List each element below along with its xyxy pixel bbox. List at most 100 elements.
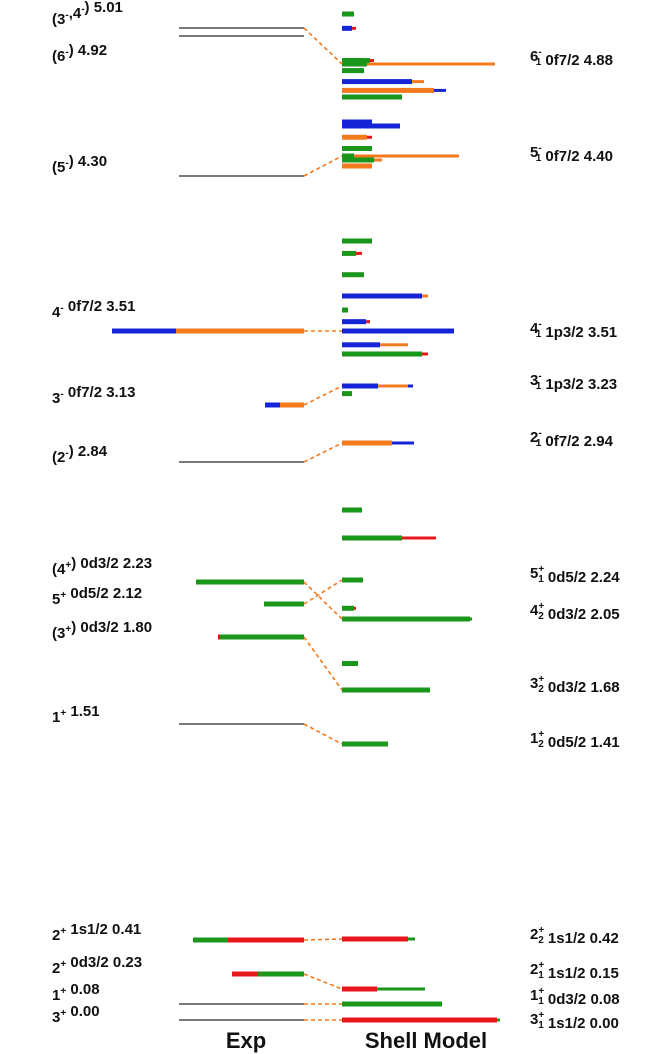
shell-model-fragment-bar	[412, 80, 424, 84]
shell-model-level-bar	[342, 577, 363, 583]
shell-model-fragment-bar	[422, 294, 428, 298]
shell-model-level-label: 4-1 1p3/2 3.51	[530, 319, 617, 341]
exp-level-bar	[264, 601, 304, 607]
level-connector	[303, 636, 343, 691]
shell-model-level-label: 1+ 2 0d5/2 1.41	[530, 729, 620, 751]
connectors	[303, 27, 343, 1021]
shell-model-level-label: 1+ 1 0d3/2 0.08	[530, 986, 620, 1008]
shell-model-level-bar	[342, 687, 430, 693]
exp-level-bar	[112, 328, 176, 334]
shell-model-level-bar	[342, 328, 454, 334]
shell-model-fragment-bar	[342, 319, 366, 325]
shell-model-fragment-bar	[380, 343, 408, 347]
exp-level-bar	[220, 634, 304, 640]
shell-model-level-bar	[342, 616, 470, 622]
exp-level-label: (4+) 0d3/2 2.23	[52, 555, 152, 578]
shell-model-fragment-bar	[342, 58, 370, 63]
level-connector	[303, 155, 343, 177]
shell-model-level-label: 5-1 0f7/2 4.40	[530, 143, 613, 165]
shell-model-fragment-bar	[342, 272, 364, 278]
exp-level-label: (3-,4-) 5.01	[52, 0, 123, 28]
exp-level-label: (6-) 4.92	[52, 42, 107, 65]
level-connector	[303, 579, 343, 605]
shell-model-level-bar	[342, 383, 378, 389]
shell-model-levels	[342, 11, 500, 1023]
exp-level-label: 1+ 1.51	[52, 703, 100, 726]
shell-model-fragment-bar	[342, 391, 352, 397]
shell-model-fragment-bar	[374, 158, 382, 162]
shell-model-fragment-bar	[342, 163, 372, 169]
shell-model-fragment-bar	[342, 535, 402, 541]
shell-model-fragment-bar	[342, 11, 354, 17]
shell-model-fragment-bar	[342, 342, 380, 348]
shell-model-fragment-bar	[367, 135, 372, 139]
shell-model-fragment-bar	[366, 320, 370, 324]
exp-level-bar	[258, 971, 304, 977]
shell-model-level-bar	[342, 1017, 497, 1023]
exp-level-label: (2-) 2.84	[52, 443, 108, 466]
shell-model-fragment-bar	[342, 307, 348, 313]
exp-level-bar	[232, 971, 258, 977]
shell-model-level-bar	[378, 384, 408, 388]
shell-model-level-label: 2-1 0f7/2 2.94	[530, 428, 614, 450]
exp-level-bar	[176, 328, 304, 334]
shell-model-level-label: 2+ 2 1s1/2 0.42	[530, 925, 619, 947]
shell-model-level-bar	[342, 153, 354, 159]
exp-level-bar	[193, 937, 228, 943]
shell-model-fragment-bar	[342, 94, 402, 100]
shell-model-level-label: 2+ 1 1s1/2 0.15	[530, 960, 619, 982]
exp-level-label: (3+) 0d3/2 1.80	[52, 619, 152, 642]
level-connector	[303, 581, 343, 620]
shell-model-fragment-bar	[342, 351, 422, 357]
shell-model-level-bar	[408, 384, 413, 388]
shell-model-level-bar	[377, 987, 425, 991]
exp-level-label: 3+ 0.00	[52, 1003, 100, 1026]
level-connector	[303, 442, 343, 463]
shell-model-fragment-bar	[352, 26, 356, 30]
shell-model-fragment-bar	[342, 661, 358, 666]
shell-model-level-bar	[342, 61, 367, 67]
exp-level-label: 4- 0f7/2 3.51	[52, 298, 135, 321]
exp-level-label: 3- 0f7/2 3.13	[52, 384, 135, 407]
level-connector	[303, 27, 343, 65]
shell-model-fragment-bar	[356, 251, 362, 255]
shell-model-level-bar	[342, 440, 392, 446]
level-connector	[303, 973, 343, 990]
exp-level-bar	[228, 937, 304, 943]
exp-level-bar	[265, 402, 280, 408]
shell-model-fragment-bar	[342, 79, 412, 85]
shell-model-fragment-bar	[342, 146, 372, 151]
exp-level-label: 2+ 0d3/2 0.23	[52, 954, 142, 977]
exp-column-title: Exp	[226, 1028, 266, 1053]
level-connector	[303, 723, 343, 745]
shell-model-level-bar	[497, 1018, 500, 1022]
shell-model-fragment-bar	[342, 605, 354, 611]
shell-model-level-label: 3+ 2 0d3/2 1.68	[530, 674, 620, 696]
shell-model-level-label: 4+ 2 0d3/2 2.05	[530, 601, 620, 623]
level-connector	[303, 938, 343, 941]
shell-model-level-label: 5+ 1 0d5/2 2.24	[530, 564, 620, 586]
shell-model-fragment-bar	[422, 352, 428, 356]
shell-model-level-label: 6-1 0f7/2 4.88	[530, 47, 613, 69]
shell-model-fragment-bar	[342, 293, 422, 299]
shell-model-column-title: Shell Model	[365, 1028, 487, 1053]
shell-model-fragment-bar	[342, 250, 356, 256]
exp-level-label: (5-) 4.30	[52, 153, 107, 176]
shell-model-fragment-bar	[342, 507, 362, 513]
shell-model-level-bar	[342, 986, 377, 992]
shell-model-fragment-bar	[342, 119, 372, 125]
shell-model-fragment-bar	[434, 88, 446, 92]
shell-model-level-bar	[367, 62, 495, 66]
exp-level-label: 5+ 0d5/2 2.12	[52, 585, 142, 608]
shell-model-fragment-bar	[370, 59, 374, 62]
level-labels: (3-,4-) 5.01 (6-) 4.92 (5-) 4.30 4- 0f7/2 3…	[52, 0, 620, 1032]
shell-model-level-bar	[408, 937, 415, 941]
shell-model-level-bar	[392, 441, 414, 445]
shell-model-level-bar	[342, 1001, 442, 1007]
shell-model-fragment-bar	[354, 606, 356, 610]
shell-model-level-bar	[354, 154, 459, 158]
shell-model-level-bar	[342, 741, 388, 747]
shell-model-fragment-bar	[342, 25, 352, 31]
shell-model-fragment-bar	[342, 134, 367, 140]
